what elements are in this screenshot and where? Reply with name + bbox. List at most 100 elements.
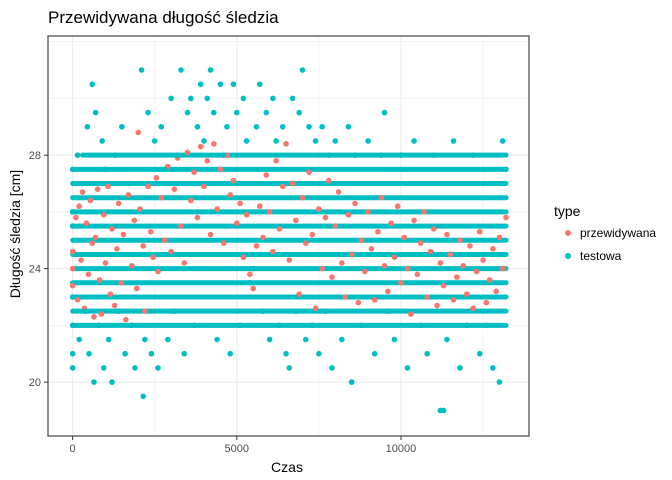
point-testowa — [211, 109, 217, 116]
point-przewidywana — [89, 240, 96, 246]
point-testowa — [345, 123, 352, 130]
point-przewidywana — [404, 265, 411, 272]
point-testowa — [69, 365, 76, 371]
point-przewidywana — [358, 237, 365, 244]
point-przewidywana — [424, 294, 431, 300]
point-przewidywana — [73, 214, 79, 221]
point-testowa — [79, 180, 86, 187]
point-testowa — [440, 407, 447, 414]
point-przewidywana — [105, 183, 111, 190]
point-testowa — [181, 350, 188, 357]
point-testowa — [142, 336, 148, 343]
panel-border — [47, 35, 530, 437]
point-testowa — [270, 95, 276, 102]
point-testowa — [171, 308, 178, 314]
point-testowa — [266, 336, 273, 343]
point-przewidywana — [233, 220, 240, 227]
point-przewidywana — [421, 209, 427, 215]
point-testowa — [296, 109, 302, 116]
point-testowa — [91, 379, 97, 385]
point-przewidywana — [299, 194, 306, 201]
point-przewidywana — [476, 228, 483, 235]
point-przewidywana — [473, 268, 480, 275]
point-przewidywana — [467, 243, 473, 249]
point-przewidywana — [92, 234, 99, 241]
point-testowa — [217, 81, 224, 88]
legend-key-przewidywana — [565, 230, 571, 236]
point-przewidywana — [181, 260, 188, 266]
point-przewidywana — [125, 192, 132, 198]
point-testowa — [69, 350, 76, 357]
point-przewidywana — [194, 214, 201, 221]
point-przewidywana — [499, 265, 506, 272]
point-przewidywana — [345, 211, 352, 218]
point-przewidywana — [69, 248, 76, 255]
point-testowa — [122, 350, 128, 357]
point-przewidywana — [408, 311, 414, 317]
point-przewidywana — [161, 237, 168, 244]
point-przewidywana — [243, 211, 250, 218]
point-testowa — [352, 152, 358, 158]
point-testowa — [499, 138, 506, 144]
point-przewidywana — [102, 260, 109, 266]
point-testowa — [404, 365, 411, 371]
point-testowa — [84, 123, 91, 130]
point-przewidywana — [79, 189, 86, 195]
point-przewidywana — [322, 214, 329, 221]
legend-label-testowa: testowa — [580, 249, 622, 263]
point-przewidywana — [430, 226, 437, 232]
point-testowa — [424, 350, 431, 357]
point-testowa — [483, 322, 490, 329]
point-testowa — [92, 109, 99, 116]
point-przewidywana — [140, 243, 147, 249]
point-przewidywana — [178, 223, 184, 229]
point-testowa — [99, 138, 105, 144]
point-przewidywana — [115, 200, 122, 207]
point-przewidywana — [91, 314, 97, 320]
point-przewidywana — [440, 282, 447, 289]
point-przewidywana — [293, 217, 299, 224]
point-testowa — [365, 138, 371, 144]
point-testowa — [201, 138, 207, 144]
point-testowa — [279, 123, 286, 130]
point-testowa — [69, 166, 76, 173]
point-przewidywana — [220, 240, 227, 246]
point-testowa — [89, 81, 96, 88]
point-przewidywana — [98, 311, 105, 317]
point-przewidywana — [266, 209, 273, 215]
point-przewidywana — [133, 285, 140, 292]
point-testowa — [224, 123, 230, 130]
point-testowa — [155, 365, 161, 371]
point-testowa — [109, 379, 115, 385]
point-przewidywana — [329, 274, 335, 280]
point-testowa — [329, 365, 335, 371]
point-przewidywana — [401, 234, 408, 241]
point-testowa — [385, 308, 391, 314]
y-tick-label: 20 — [29, 377, 41, 389]
point-testowa — [105, 336, 112, 343]
point-testowa — [125, 180, 132, 187]
point-testowa — [250, 265, 257, 272]
y-tick-label: 24 — [29, 264, 41, 276]
point-przewidywana — [207, 231, 214, 238]
point-testowa — [178, 67, 184, 73]
point-przewidywana — [368, 245, 375, 252]
point-przewidywana — [204, 158, 211, 164]
point-testowa — [286, 365, 293, 371]
legend-label-przewidywana: przewidywana — [580, 226, 656, 240]
point-testowa — [69, 322, 76, 329]
point-testowa — [214, 336, 220, 343]
point-testowa — [322, 308, 329, 314]
chart-title: Przewidywana długość śledzia — [48, 8, 279, 27]
point-testowa — [371, 350, 378, 357]
point-testowa — [138, 67, 145, 73]
point-przewidywana — [486, 277, 493, 283]
point-testowa — [76, 336, 82, 343]
legend-key-testowa — [565, 253, 571, 259]
point-przewidywana — [312, 305, 319, 312]
point-przewidywana — [227, 192, 234, 198]
point-testowa — [148, 350, 155, 357]
point-przewidywana — [155, 268, 161, 275]
point-testowa — [293, 308, 299, 314]
point-przewidywana — [273, 158, 279, 164]
